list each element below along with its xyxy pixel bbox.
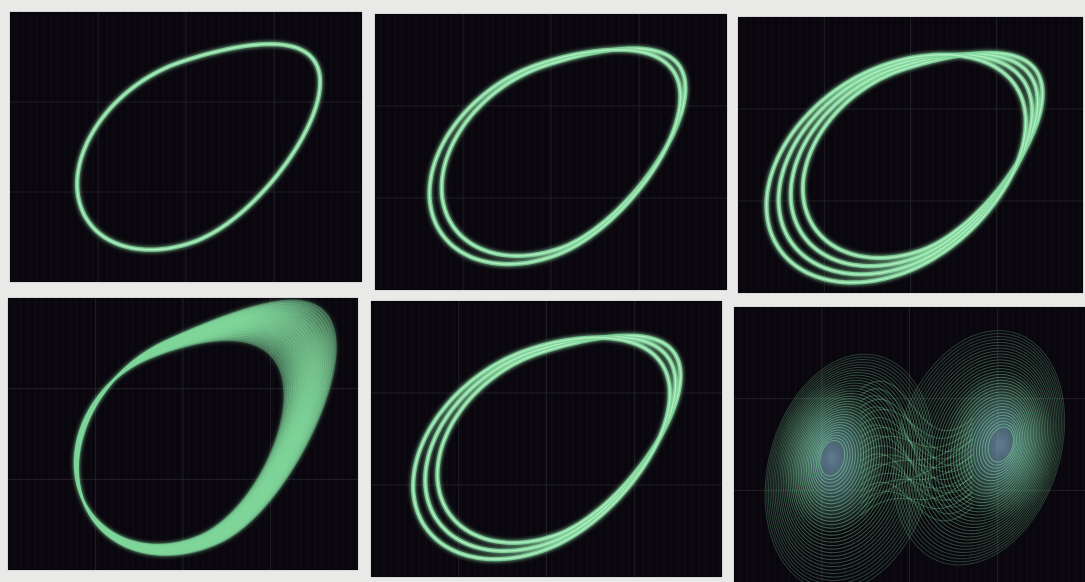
phase-portrait-6 (734, 307, 1085, 582)
oscilloscope-panel-2 (375, 14, 727, 290)
double-scroll-attractor-trace (764, 330, 1066, 582)
oscilloscope-panel-5 (371, 301, 722, 577)
phase-portrait-4 (8, 298, 358, 570)
oscilloscope-panel-1 (10, 12, 362, 282)
period-2-orbit-trace (427, 46, 688, 267)
phase-portrait-3 (738, 17, 1083, 293)
oscilloscope-panel-6 (734, 307, 1085, 582)
period-4-orbit-trace (764, 50, 1045, 285)
period-3-orbit-grid (371, 301, 722, 577)
oscilloscope-panel-4 (8, 298, 358, 570)
period-1-orbit-trace (75, 42, 323, 252)
phase-portrait-2 (375, 14, 727, 290)
oscilloscope-panel-3 (738, 17, 1083, 293)
period-3-orbit-trace (411, 333, 683, 562)
chaotic-band-trace (73, 299, 337, 556)
phase-portrait-1 (10, 12, 362, 282)
phase-portrait-5 (371, 301, 722, 577)
period-2-orbit-grid (375, 14, 727, 290)
